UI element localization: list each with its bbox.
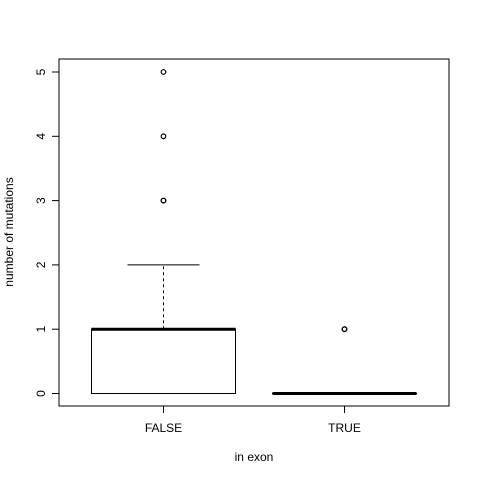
x-axis-label: in exon	[235, 450, 274, 464]
y-tick-label: 3	[34, 197, 48, 204]
x-axis: FALSE TRUE	[145, 406, 361, 435]
outlier-point	[341, 326, 348, 333]
box-series	[91, 69, 417, 395]
box-false	[91, 69, 236, 395]
plot-frame	[58, 58, 450, 407]
y-tick-label: 1	[34, 326, 48, 333]
outlier-point	[160, 69, 167, 75]
y-tick-label: 4	[34, 133, 48, 140]
box-true	[272, 326, 417, 395]
y-tick-label: 5	[34, 68, 48, 75]
box-iqr	[91, 328, 236, 395]
y-axis: 0 1 2 3 4 5	[34, 68, 59, 397]
outlier-point	[160, 133, 167, 140]
x-tick-label: FALSE	[145, 421, 182, 435]
outlier-point	[160, 197, 167, 204]
x-tick-label: TRUE	[328, 421, 361, 435]
y-tick-label: 2	[34, 261, 48, 268]
y-axis-label: number of mutations	[2, 177, 16, 286]
y-tick-label: 0	[34, 390, 48, 397]
